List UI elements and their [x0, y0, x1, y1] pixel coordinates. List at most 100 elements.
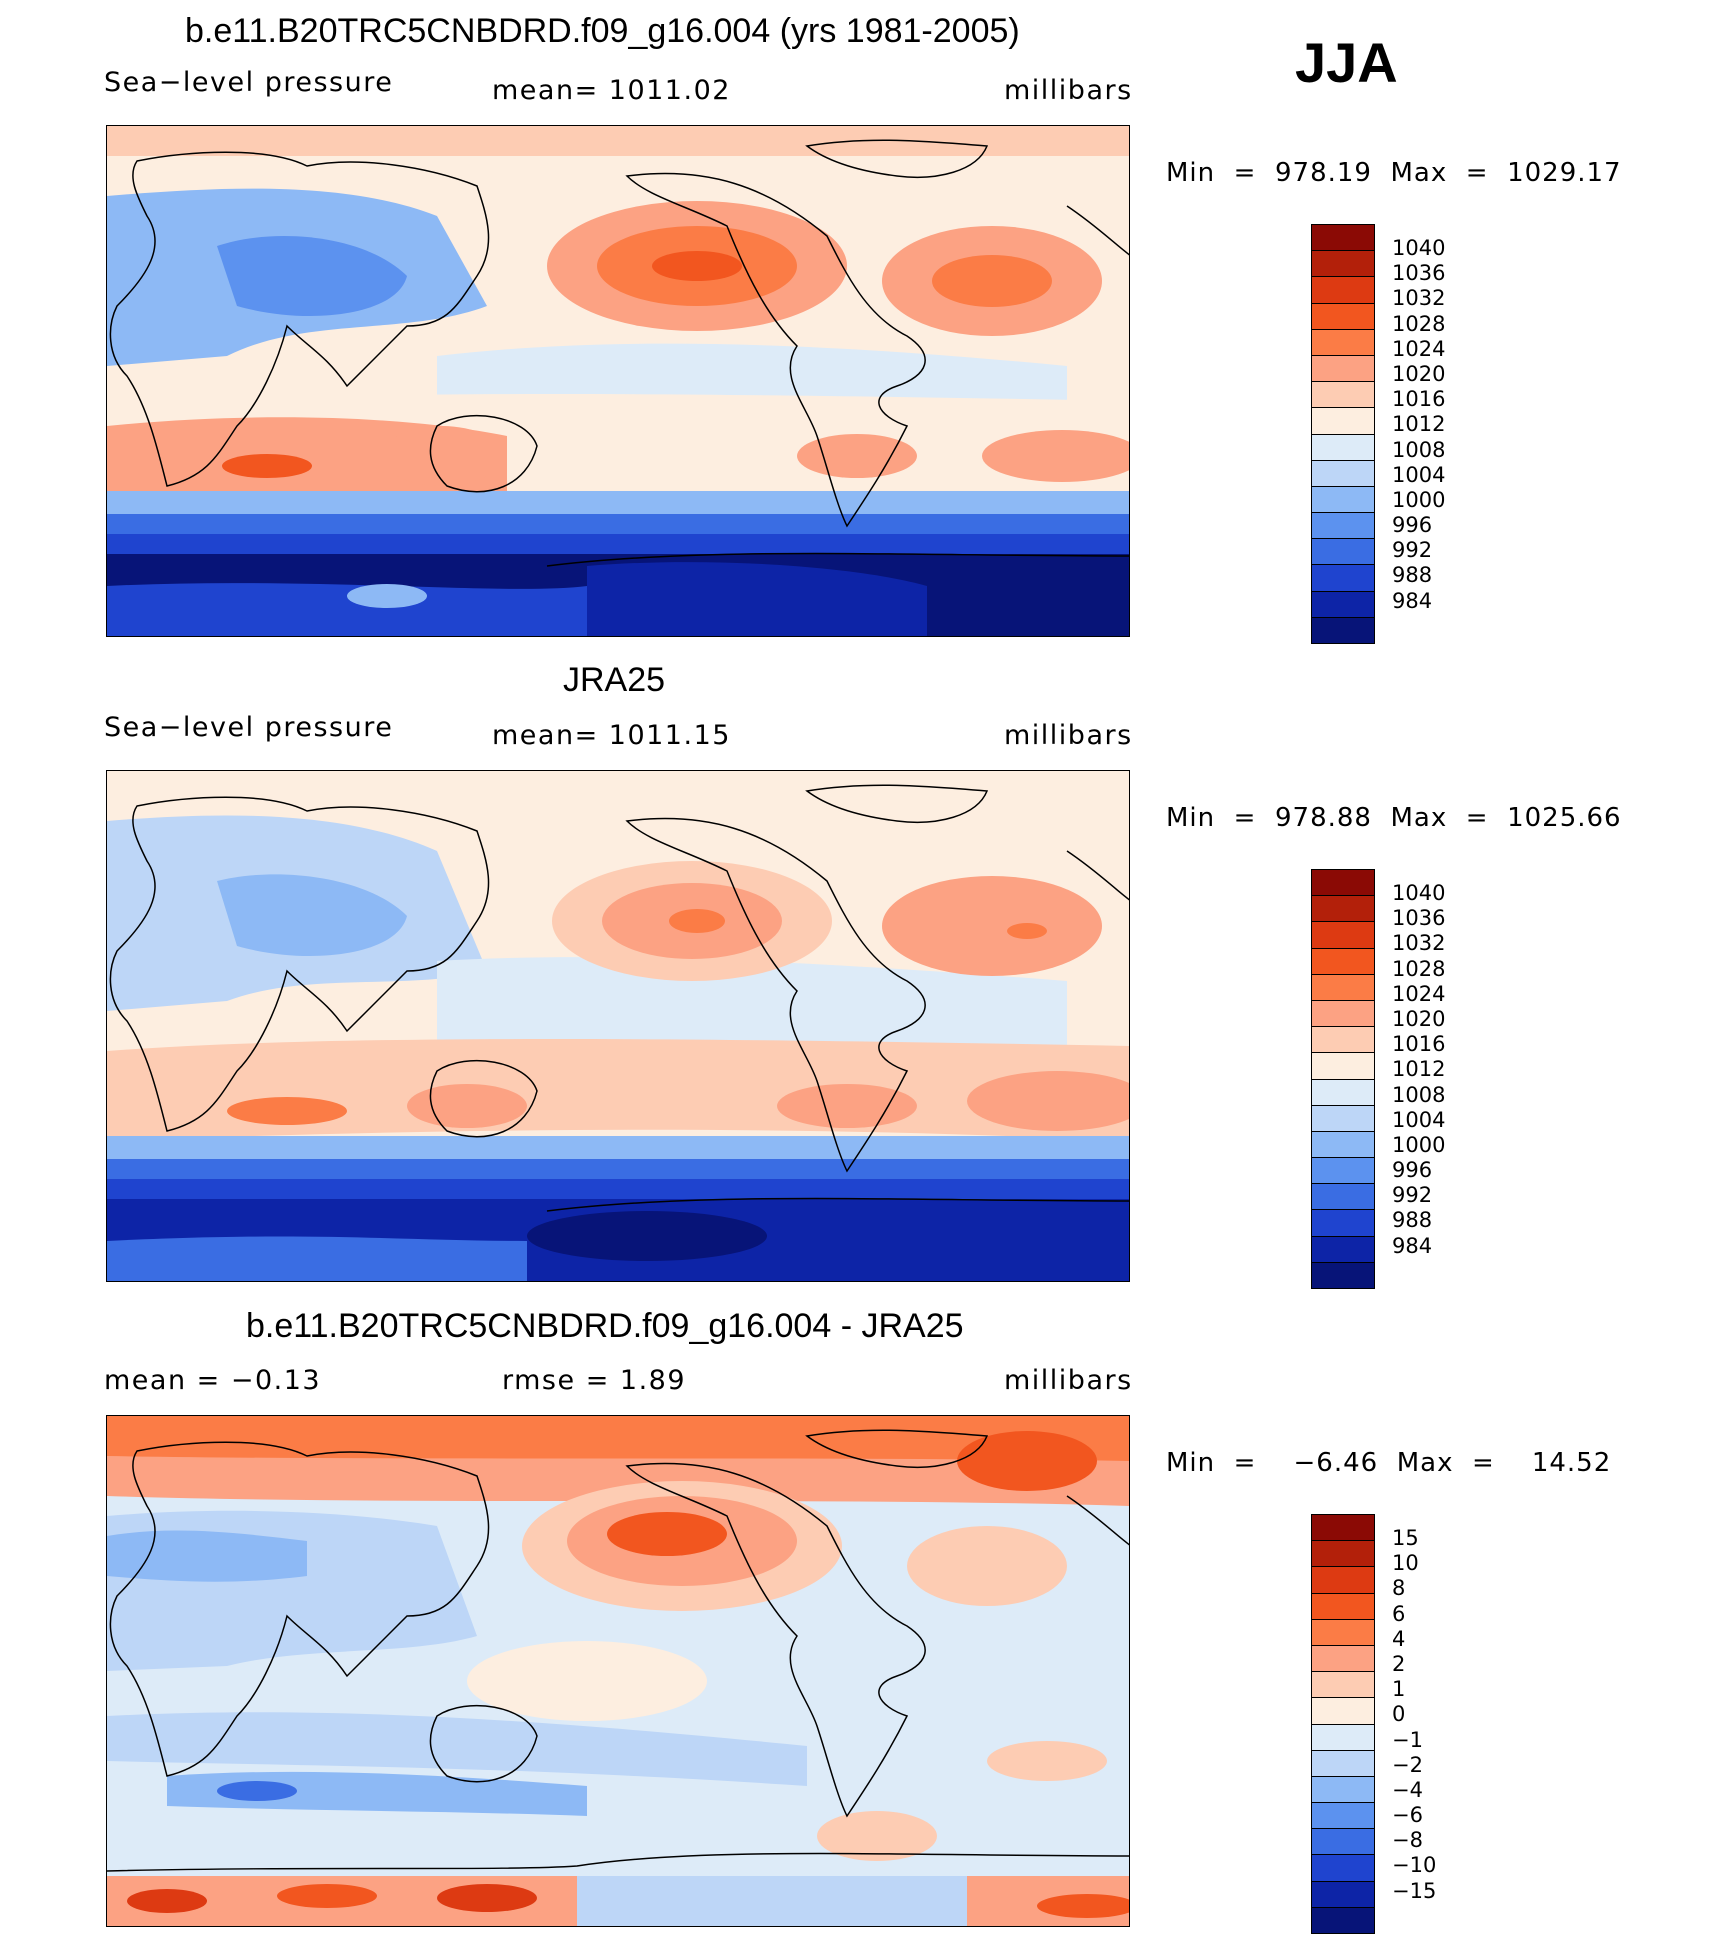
colorbar-swatch	[1311, 1671, 1375, 1698]
colorbar-swatch	[1311, 1130, 1375, 1158]
panel-1-map	[106, 125, 1130, 637]
colorbar-swatch	[1311, 1261, 1375, 1289]
colorbar-tick-label: 984	[1392, 1233, 1433, 1258]
colorbar-swatch	[1311, 1802, 1375, 1829]
colorbar-swatch	[1311, 381, 1375, 408]
colorbar-tick-label: 1020	[1392, 1006, 1446, 1031]
colorbar-tick-label: 1036	[1392, 906, 1446, 931]
colorbar-swatch	[1311, 1026, 1375, 1053]
colorbar-swatch	[1311, 895, 1375, 922]
colorbar-tick-label: 2	[1392, 1651, 1406, 1676]
colorbar-tick-label: 992	[1392, 538, 1433, 563]
panel-3-difference-plot	[107, 1416, 1129, 1926]
colorbar-swatch	[1311, 302, 1375, 329]
colorbar-swatch	[1311, 564, 1375, 591]
colorbar-swatch	[1311, 433, 1375, 460]
colorbar-tick-label: 1016	[1392, 387, 1446, 412]
colorbar-swatch	[1311, 1104, 1375, 1131]
colorbar-swatch	[1311, 1078, 1375, 1105]
colorbar-swatch	[1311, 869, 1375, 896]
colorbar-swatch	[1311, 224, 1375, 251]
panel-1-colorbar	[1311, 224, 1375, 644]
colorbar-tick-label: 1008	[1392, 437, 1446, 462]
panel-1-contour-plot	[107, 126, 1129, 636]
colorbar-swatch	[1311, 921, 1375, 948]
colorbar-tick-label: 0	[1392, 1702, 1406, 1727]
colorbar-swatch	[1311, 590, 1375, 617]
colorbar-swatch	[1311, 250, 1375, 277]
colorbar-swatch	[1311, 485, 1375, 513]
colorbar-tick-label: −8	[1392, 1828, 1423, 1853]
colorbar-swatch	[1311, 1566, 1375, 1593]
colorbar-tick-label: −1	[1392, 1727, 1423, 1752]
panel-1-colorbar-labels: 1040 1036 1032 1028 1024 1020 1016 1012 1008 1004…	[1392, 236, 1445, 614]
panel-3-mean-label: mean = −0.13	[104, 1365, 322, 1396]
colorbar-tick-label: 1040	[1392, 236, 1446, 260]
panel-1-variable-label: Sea−level pressure	[104, 67, 394, 98]
colorbar-swatch	[1311, 1697, 1375, 1724]
colorbar-tick-label: 988	[1392, 1208, 1433, 1233]
colorbar-tick-label: −10	[1392, 1853, 1437, 1878]
colorbar-swatch	[1311, 947, 1375, 974]
colorbar-swatch	[1311, 1209, 1375, 1236]
panel-2-mean-label: mean= 1011.15	[492, 720, 731, 751]
colorbar-tick-label: 1	[1392, 1677, 1406, 1702]
colorbar-tick-label: 6	[1392, 1601, 1406, 1626]
colorbar-tick-label: 984	[1392, 588, 1433, 613]
colorbar-tick-label: 1040	[1392, 881, 1446, 905]
season-label: JJA	[1295, 31, 1398, 94]
panel-1-minmax: Min = 978.19 Max = 1029.17	[1166, 158, 1622, 188]
colorbar-tick-label: 1000	[1392, 487, 1446, 512]
colorbar-tick-label: 996	[1392, 513, 1433, 538]
colorbar-swatch	[1311, 1854, 1375, 1881]
colorbar-swatch	[1311, 1906, 1375, 1934]
colorbar-tick-label: 1028	[1392, 311, 1446, 336]
colorbar-tick-label: 15	[1392, 1526, 1419, 1550]
colorbar-tick-label: 1016	[1392, 1032, 1446, 1057]
panel-2-units-label: millibars	[1004, 720, 1133, 751]
colorbar-tick-label: 1020	[1392, 361, 1446, 386]
panel-3-units-label: millibars	[1004, 1365, 1133, 1396]
colorbar-tick-label: −6	[1392, 1803, 1423, 1828]
colorbar-tick-label: 1000	[1392, 1132, 1446, 1157]
colorbar-swatch	[1311, 1540, 1375, 1567]
panel-2-colorbar-labels: 1040 1036 1032 1028 1024 1020 1016 1012 1008 1004…	[1392, 881, 1445, 1259]
colorbar-tick-label: 4	[1392, 1626, 1406, 1651]
colorbar-tick-label: 1032	[1392, 931, 1446, 956]
colorbar-tick-label: 1004	[1392, 1107, 1446, 1132]
colorbar-swatch	[1311, 512, 1375, 539]
colorbar-swatch	[1311, 1183, 1375, 1210]
colorbar-tick-label: 1012	[1392, 412, 1446, 437]
colorbar-tick-label: 1036	[1392, 261, 1446, 286]
colorbar-tick-label: 988	[1392, 563, 1433, 588]
colorbar-tick-label: −15	[1392, 1878, 1437, 1903]
colorbar-swatch	[1311, 1775, 1375, 1803]
colorbar-tick-label: 1028	[1392, 956, 1446, 981]
colorbar-swatch	[1311, 616, 1375, 644]
colorbar-swatch	[1311, 1723, 1375, 1750]
colorbar-swatch	[1311, 1592, 1375, 1619]
colorbar-tick-label: 1024	[1392, 981, 1446, 1006]
colorbar-swatch	[1311, 1644, 1375, 1672]
colorbar-tick-label: −2	[1392, 1752, 1423, 1777]
panel-2-variable-label: Sea−level pressure	[104, 712, 394, 743]
colorbar-tick-label: 10	[1392, 1551, 1419, 1576]
colorbar-swatch	[1311, 276, 1375, 303]
panel-3-colorbar-labels: 15 10 8 6 4 2 1 0 −1 −2 −4 −6 −8 −10 −15	[1392, 1526, 1436, 1904]
colorbar-swatch	[1311, 354, 1375, 382]
colorbar-swatch	[1311, 459, 1375, 486]
colorbar-tick-label: 1012	[1392, 1057, 1446, 1082]
colorbar-swatch	[1311, 407, 1375, 434]
colorbar-tick-label: 996	[1392, 1158, 1433, 1183]
colorbar-swatch	[1311, 1514, 1375, 1541]
colorbar-swatch	[1311, 1880, 1375, 1907]
colorbar-swatch	[1311, 1157, 1375, 1184]
colorbar-swatch	[1311, 1618, 1375, 1645]
panel-2-colorbar	[1311, 869, 1375, 1289]
panel-2-contour-plot	[107, 771, 1129, 1281]
panel-1-mean-label: mean= 1011.02	[492, 75, 731, 106]
colorbar-tick-label: 1008	[1392, 1082, 1446, 1107]
colorbar-swatch	[1311, 328, 1375, 355]
panel-3-rmse-label: rmse = 1.89	[502, 1365, 687, 1396]
colorbar-swatch	[1311, 1749, 1375, 1776]
